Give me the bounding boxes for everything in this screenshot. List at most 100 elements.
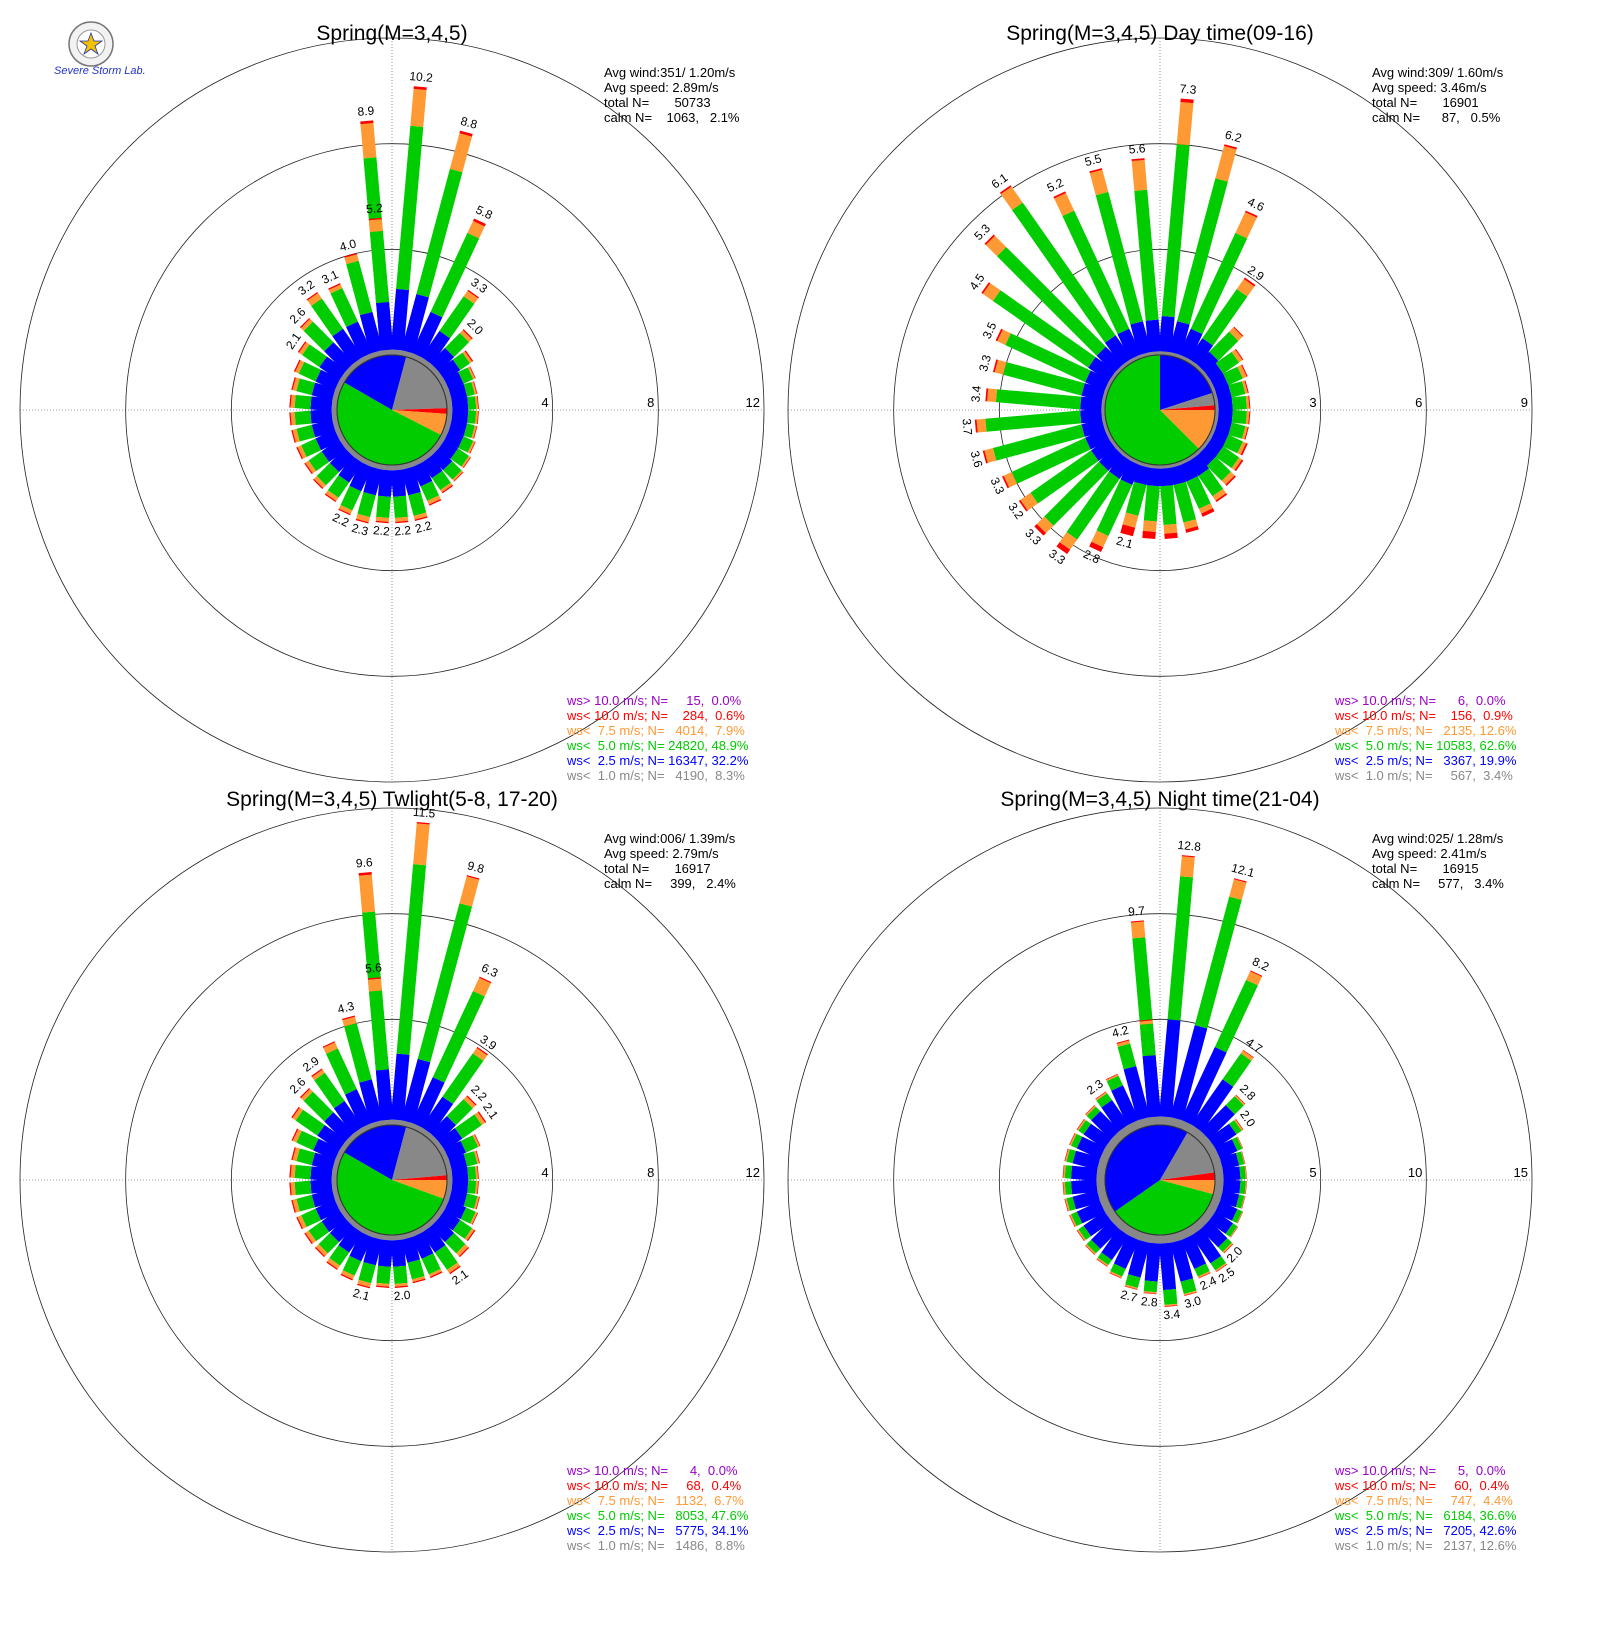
bar-segment-lt25 (430, 448, 453, 471)
bar-segment-lt10 (1235, 348, 1244, 361)
direction-bar (999, 185, 1134, 369)
bar-segment-lt50 (1097, 1252, 1112, 1266)
bar-segment-lt50 (296, 424, 316, 442)
bar-segment-lt50 (294, 395, 312, 410)
bar-segment-lt75 (1096, 1257, 1109, 1267)
bar-segment-lt25 (1076, 1200, 1106, 1224)
bar-segment-lt25 (363, 466, 383, 496)
direction-bar (1186, 451, 1228, 503)
bar-segment-lt1 (409, 352, 424, 363)
pie-slice-lt10 (1160, 405, 1215, 410)
bar-segment-lt1 (1138, 351, 1153, 359)
bar-segment-lt75 (449, 133, 472, 173)
bar-segment-lt1 (1104, 1138, 1119, 1154)
bar-segment-lt10 (458, 1246, 470, 1258)
bar-segment-lt1 (418, 1126, 432, 1139)
bar-value-label: 9.7 (1128, 903, 1146, 918)
bar-segment-lt25 (1072, 1190, 1101, 1210)
pie-slice-lt1 (1160, 1132, 1215, 1180)
bar-segment-lt10 (1002, 475, 1010, 489)
bar-segment-lt75 (300, 1088, 313, 1101)
bar-segment-lt50 (467, 396, 477, 410)
bar-segment-lt1 (1138, 461, 1153, 469)
bar-segment-lt75 (297, 445, 307, 459)
direction-bar (375, 464, 394, 524)
direction-bar (1214, 395, 1251, 412)
bar-segment-lt25 (1214, 1139, 1238, 1160)
bar-value-label: 3.0 (1183, 1293, 1203, 1311)
bar-segment-lt1 (1097, 1157, 1109, 1173)
direction-bar (409, 1227, 443, 1279)
bar-segment-lt50 (1160, 485, 1177, 526)
direction-bar (426, 444, 464, 482)
direction-bar (376, 1234, 394, 1288)
bar-segment-lt50 (463, 381, 475, 397)
legend-entry: ws> 10.0 m/s; N= 15, 0.0% (566, 693, 742, 708)
bar-segment-lt10 (981, 282, 991, 294)
bar-segment-lt1 (439, 427, 450, 442)
bar-segment-lt10 (984, 234, 995, 245)
bar-segment-lt50 (1143, 1280, 1158, 1293)
direction-bar (299, 317, 358, 376)
bar-segment-lt50 (1215, 446, 1240, 469)
bar-segment-lt10 (1185, 526, 1199, 533)
legend-entry: ws< 7.5 m/s; N= 4014, 7.9% (566, 723, 745, 738)
direction-bar (357, 1231, 385, 1289)
direction-bar (433, 1111, 487, 1154)
bar-segment-lt75 (1142, 520, 1157, 533)
bar-segment-lt50 (357, 492, 376, 518)
bar-segment-lt75 (411, 1276, 426, 1283)
stats-line: Avg wind:006/ 1.39m/s (604, 831, 736, 846)
bar-segment-lt25 (311, 382, 336, 401)
bar-segment-lt25 (1222, 1179, 1241, 1194)
direction-bar (1089, 168, 1153, 359)
bar-segment-lt25 (1081, 418, 1106, 437)
bar-segment-lt25 (376, 302, 394, 351)
bar-segment-lt75 (427, 495, 441, 505)
bar-segment-lt1 (1127, 1119, 1143, 1133)
bar-segment-lt1 (360, 457, 375, 468)
bar-segment-lt50 (417, 903, 472, 1063)
direction-bar (1109, 1227, 1143, 1279)
bar-segment-lt1 (1158, 1234, 1173, 1244)
chart-title: Spring(M=3,4,5) Twlight(5-8, 17-20) (226, 788, 558, 811)
bar-segment-lt75 (1237, 364, 1247, 379)
bar-segment-lt1 (1207, 379, 1216, 393)
bar-segment-lt25 (1113, 1234, 1140, 1269)
direction-bar (1089, 457, 1143, 552)
direction-bar (1158, 464, 1178, 540)
bar-segment-lt25 (311, 1152, 336, 1171)
bar-segment-lt1 (1211, 388, 1219, 403)
direction-bar (326, 1221, 366, 1270)
bar-segment-lt1 (1186, 451, 1199, 462)
ring-label: 15 (1514, 1165, 1528, 1180)
bar-segment-lt1 (1137, 1231, 1153, 1243)
windrose-panel: 3 6 97.36.24.62.92.12.83.33.33.23.33.63.73… (787, 22, 1533, 783)
bar-segment-lt25 (338, 1225, 363, 1253)
direction-bar (1142, 464, 1162, 540)
bar-segment-lt1 (344, 444, 358, 458)
bar-segment-lt10 (324, 493, 337, 503)
bar-segment-lt75 (300, 318, 313, 331)
bar-segment-lt50 (1225, 1223, 1238, 1237)
bar-segment-lt50 (326, 1048, 357, 1095)
direction-bar (1201, 348, 1244, 384)
pie-outline (336, 1124, 448, 1236)
bar-segment-lt25 (437, 439, 459, 459)
pie-outline (1104, 1124, 1216, 1236)
direction-bar (296, 427, 345, 460)
bar-segment-lt10 (304, 462, 313, 475)
bar-segment-lt1 (334, 378, 345, 393)
stats-line: Avg wind:309/ 1.60m/s (1372, 65, 1504, 80)
bar-segment-lt50 (1086, 1106, 1101, 1121)
bar-segment-lt75 (987, 388, 998, 403)
bar-segment-lt25 (377, 469, 394, 497)
bar-value-label: 2.2 (330, 510, 351, 530)
pie-slice-lt50 (1104, 355, 1199, 465)
bar-value-label: 3.4 (968, 385, 983, 403)
bar-segment-lt25 (437, 1209, 461, 1231)
bar-segment-lt10 (1089, 541, 1104, 552)
stats-line: calm N= 577, 3.4% (1372, 876, 1504, 891)
bar-segment-lt25 (448, 419, 468, 436)
direction-bar (291, 377, 341, 403)
